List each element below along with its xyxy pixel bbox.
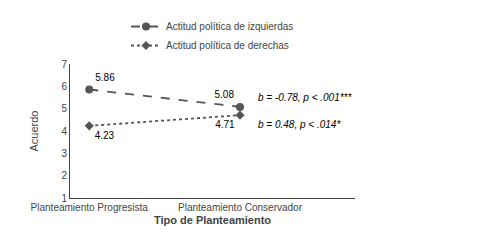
svg-text:5.86: 5.86 xyxy=(95,72,115,83)
svg-text:Actitud política de derechas: Actitud política de derechas xyxy=(166,40,289,51)
svg-text:6: 6 xyxy=(61,81,67,92)
svg-text:b = -0.78, p < .001***: b = -0.78, p < .001*** xyxy=(258,92,353,103)
svg-text:5: 5 xyxy=(61,103,67,114)
svg-text:4.71: 4.71 xyxy=(215,119,235,130)
svg-text:Actitud política de izquierdas: Actitud política de izquierdas xyxy=(166,21,293,32)
svg-text:4.23: 4.23 xyxy=(95,130,115,141)
svg-text:1: 1 xyxy=(61,193,67,204)
svg-text:2: 2 xyxy=(61,170,67,181)
svg-text:b = 0.48, p < .014*: b = 0.48, p < .014* xyxy=(258,119,341,130)
svg-text:Acuerdo: Acuerdo xyxy=(28,111,40,152)
svg-text:4: 4 xyxy=(61,126,67,137)
svg-text:5.08: 5.08 xyxy=(215,89,235,100)
svg-text:7: 7 xyxy=(61,59,67,70)
svg-text:Planteamiento Conservador: Planteamiento Conservador xyxy=(178,202,303,213)
svg-text:Tipo de Planteamiento: Tipo de Planteamiento xyxy=(154,214,271,226)
svg-text:Planteamiento Progresista: Planteamiento Progresista xyxy=(31,202,149,213)
svg-text:3: 3 xyxy=(61,148,67,159)
